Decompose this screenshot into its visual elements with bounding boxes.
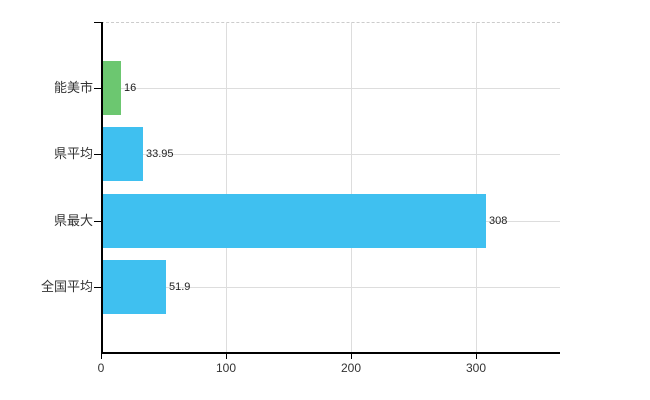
bar-series[interactable] [101,260,166,314]
x-axis-tick-label: 100 [215,361,237,375]
x-axis-tick-label: 0 [97,361,105,375]
vertical-gridline [476,22,477,353]
x-axis-line [101,352,560,354]
bar-value-label: 51.9 [169,281,191,293]
bar-value-label: 308 [489,215,508,227]
bar-value-label: 33.95 [146,148,174,160]
horizontal-gridline [101,154,560,155]
bar-series[interactable] [101,194,486,248]
horizontal-gridline [101,287,560,288]
x-axis-tick [476,353,477,359]
category-tick [94,221,101,222]
vertical-gridline [351,22,352,353]
axis-end-tick [94,22,101,23]
x-axis-tick [226,353,227,359]
category-tick [94,287,101,288]
bar-highlight[interactable] [101,61,121,115]
x-axis-tick-label: 200 [340,361,362,375]
vertical-gridline [226,22,227,353]
category-tick [94,88,101,89]
x-axis-tick [101,353,102,359]
plot-area [101,22,560,353]
bar-value-label: 16 [124,82,137,94]
x-axis-tick-label: 300 [465,361,487,375]
category-tick [94,154,101,155]
bar-series[interactable] [101,127,143,181]
plot-top-dashed-border [101,22,560,23]
horizontal-gridline [101,88,560,89]
category-label: 能美市 [53,80,93,95]
category-label: 県最大 [53,213,93,228]
y-axis-line [101,22,103,354]
category-label: 県平均 [53,146,93,161]
category-label: 全国平均 [40,279,93,294]
x-axis-tick [351,353,352,359]
